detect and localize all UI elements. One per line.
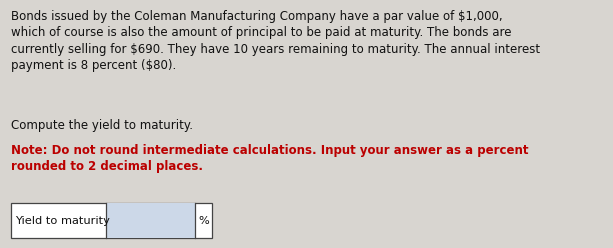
FancyBboxPatch shape: [11, 203, 212, 238]
Text: Yield to maturity: Yield to maturity: [15, 216, 110, 226]
FancyBboxPatch shape: [106, 203, 195, 238]
Text: Compute the yield to maturity.: Compute the yield to maturity.: [11, 119, 193, 132]
Text: Bonds issued by the Coleman Manufacturing Company have a par value of $1,000,
wh: Bonds issued by the Coleman Manufacturin…: [11, 10, 540, 72]
Text: %: %: [198, 216, 209, 226]
Text: Note: Do not round intermediate calculations. Input your answer as a percent
rou: Note: Do not round intermediate calculat…: [11, 144, 528, 173]
